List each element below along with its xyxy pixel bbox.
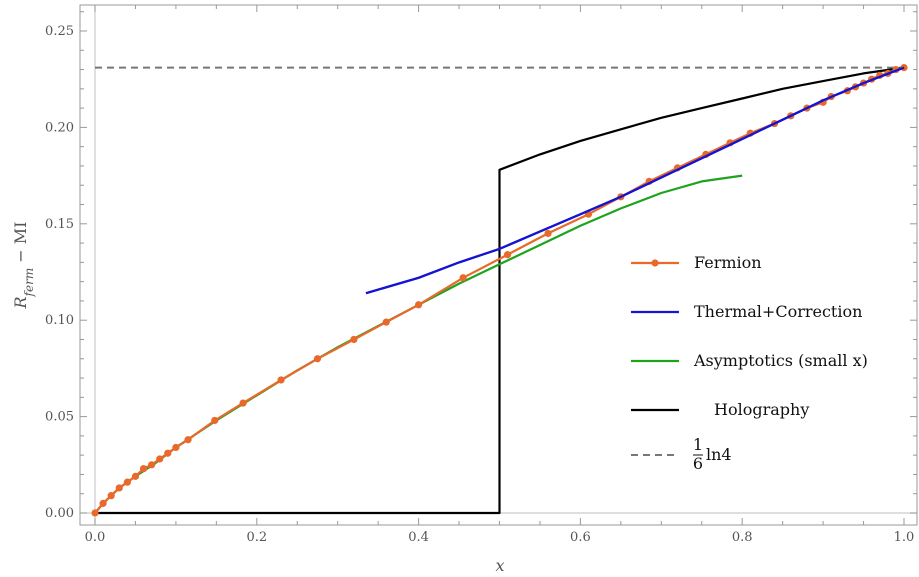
fermion-point — [382, 318, 390, 326]
x-tick-label: 1.0 — [894, 530, 915, 545]
fermion-point — [211, 416, 219, 425]
y-tick-label: 0.05 — [45, 410, 74, 425]
y-tick-label: 0.10 — [45, 313, 74, 328]
legend: Fermion Thermal+Correction Asymptotics (sm… — [631, 253, 868, 473]
y-axis-label-rest: − MI — [11, 222, 30, 268]
legend-label-4: ln4 — [706, 445, 732, 464]
y-tick-label: 0.25 — [45, 24, 74, 39]
plot-border — [79, 4, 918, 526]
fermion-point — [123, 478, 131, 486]
fermion-point — [164, 449, 172, 457]
x-tick-label: 0.0 — [85, 530, 106, 545]
y-axis-label-main: R — [11, 296, 30, 309]
x-tick-label: 0.8 — [732, 530, 753, 545]
fermion-point — [148, 461, 156, 469]
x-tick-label: 0.6 — [570, 530, 591, 545]
y-axis-label-sub: ferm — [22, 268, 36, 298]
fermion-point — [131, 472, 140, 480]
series-layer — [91, 64, 908, 517]
fermion-point — [350, 335, 358, 344]
fermion-point — [313, 355, 322, 363]
series-line-2 — [94, 174, 743, 514]
fermion-point — [99, 499, 107, 507]
axis-ticks: 0.0 0.2 0.4 0.6 0.8 1.0 0.00 0.05 0.10 0.15 0.20 0.… — [45, 5, 917, 545]
fermion-point — [503, 251, 512, 259]
y-axis-label: Rferm − MI — [11, 222, 36, 310]
fermion-point — [156, 455, 164, 463]
fermion-point — [115, 484, 123, 492]
fermion-point — [184, 436, 192, 444]
fermion-point — [172, 443, 180, 452]
fermion-point — [544, 229, 552, 238]
fermion-point — [107, 492, 115, 500]
x-tick-label: 0.2 — [246, 530, 267, 545]
legend-fraction-den: 6 — [693, 454, 703, 473]
series-line-thermal-top — [365, 66, 905, 295]
legend-label-1: Thermal+Correction — [694, 302, 862, 321]
x-tick-label: 0.4 — [408, 530, 429, 545]
y-tick-label: 0.00 — [45, 506, 74, 521]
fermion-point — [139, 465, 148, 473]
legend-swatch-marker — [651, 259, 659, 267]
legend-label-2: Asymptotics (small x) — [693, 351, 868, 370]
fermion-point — [91, 509, 99, 517]
x-axis-label: x — [495, 556, 504, 575]
y-tick-label: 0.20 — [45, 120, 74, 135]
legend-label-0: Fermion — [694, 253, 762, 272]
fermion-point — [277, 376, 285, 384]
legend-fraction-num: 1 — [693, 435, 703, 454]
fermion-point — [415, 301, 423, 309]
fermion-point — [459, 274, 467, 282]
fermion-point — [239, 399, 247, 407]
legend-label-3: Holography — [714, 400, 809, 419]
y-tick-label: 0.15 — [45, 217, 74, 232]
series-line-3 — [95, 66, 905, 515]
